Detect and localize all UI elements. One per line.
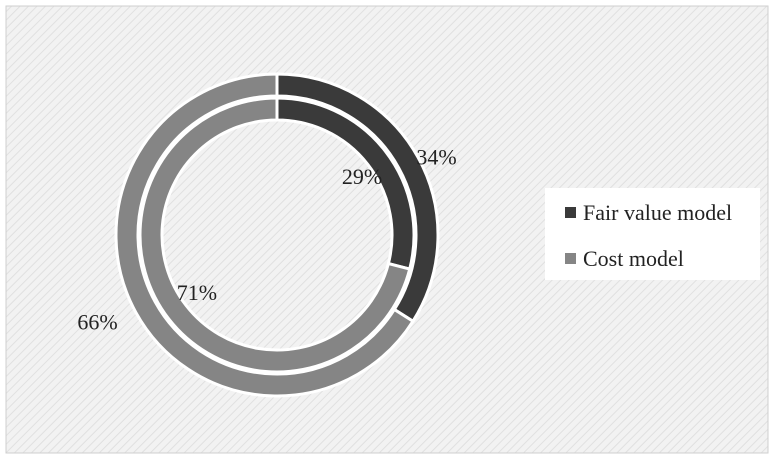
data-label-ring-1-segment-0: 29% — [342, 164, 382, 189]
rings-group — [114, 72, 440, 398]
ring-0-segment-1 — [114, 72, 416, 398]
legend-swatch-cost — [565, 253, 576, 264]
data-labels-group: 34% 66% 29% 71% — [77, 144, 456, 334]
legend: Fair value model Cost model — [545, 188, 760, 280]
legend-label-cost: Cost model — [583, 246, 684, 271]
legend-box — [545, 188, 760, 280]
ring-1-segment-1 — [138, 96, 412, 374]
legend-swatch-fair-value — [565, 207, 576, 218]
legend-label-fair-value: Fair value model — [583, 200, 732, 225]
data-label-ring-1-segment-1: 71% — [177, 280, 217, 305]
data-label-ring-0-segment-1: 66% — [77, 310, 117, 335]
data-label-ring-0-segment-0: 34% — [416, 144, 456, 169]
